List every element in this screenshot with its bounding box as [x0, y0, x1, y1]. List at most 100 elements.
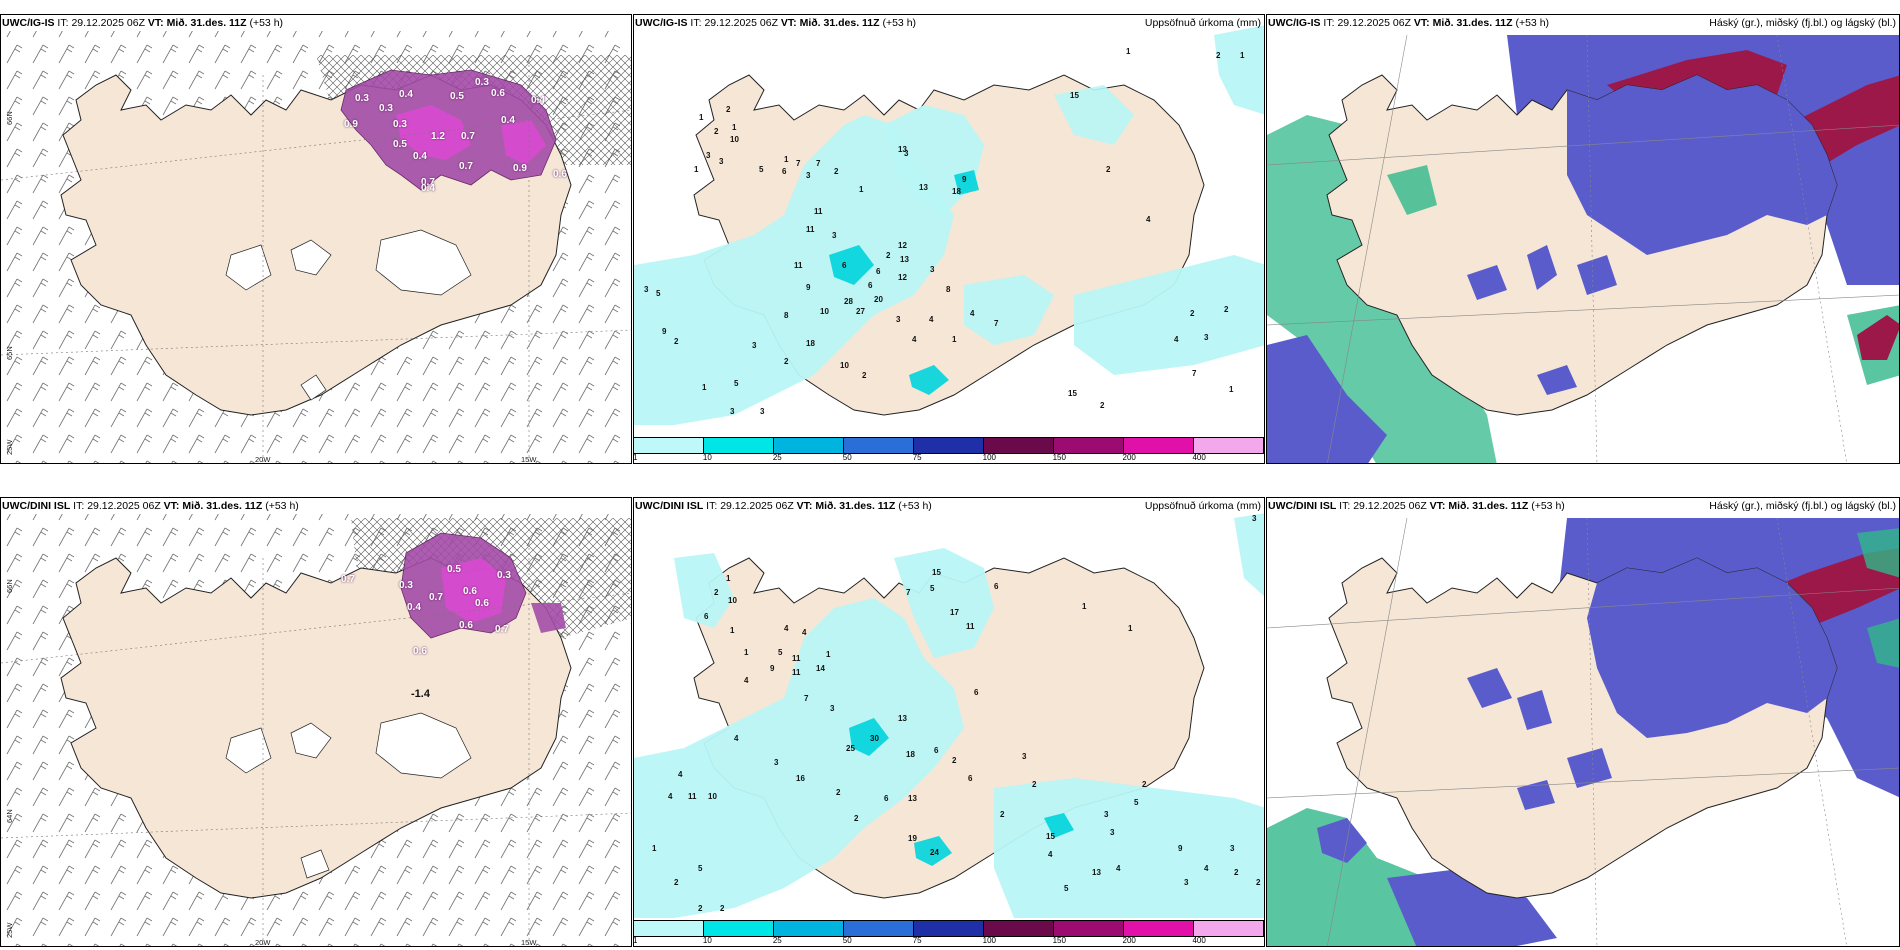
lon-label: 15W	[521, 455, 537, 464]
precip-value: 4	[1048, 850, 1053, 859]
precip-value: 5	[759, 165, 764, 174]
precip-value: 3	[896, 315, 901, 324]
legend-tick: 1	[633, 453, 638, 462]
wind-value: 0.3	[399, 580, 413, 591]
wind-value: 0.7	[421, 177, 435, 188]
precip-value: 1	[859, 185, 864, 194]
precip-field	[634, 598, 964, 918]
precip-value: 2	[1106, 165, 1111, 174]
precip-value: 13	[1092, 868, 1101, 877]
precip-value: 3	[774, 758, 779, 767]
precip-value: 2	[784, 357, 789, 366]
precip-value: 1	[826, 650, 831, 659]
precip-value: 4	[970, 309, 975, 318]
legend-tick: 200	[1122, 936, 1136, 945]
wind-value: 1.2	[431, 131, 445, 142]
precip-value: 3	[930, 265, 935, 274]
precip-value: 2	[1000, 810, 1005, 819]
legend-swatch	[704, 921, 774, 936]
precip-value: 2	[1234, 868, 1239, 877]
precip-value: 9	[1178, 844, 1183, 853]
legend-tick: 10	[702, 936, 712, 945]
precip-value: 3	[706, 151, 711, 160]
precip-value: 3	[830, 704, 835, 713]
wind-value: 0.6	[491, 88, 505, 99]
wind-value: 0.5	[450, 91, 464, 102]
precip-value: 1	[699, 113, 704, 122]
precip-value: 4	[1146, 215, 1151, 224]
precip-value: 12	[898, 241, 907, 250]
precip-value: 6	[974, 688, 979, 697]
wind-value: 0.7	[341, 574, 355, 585]
precip-value: 10	[820, 307, 829, 316]
wind-value: 0.7	[459, 161, 473, 172]
legend-colorbar	[634, 920, 1264, 937]
legend-swatch	[1124, 921, 1194, 936]
lon-label: 15W	[521, 938, 537, 947]
legend-swatch	[774, 921, 844, 936]
precip-value: 2	[698, 904, 703, 913]
precip-value: 6	[842, 261, 847, 270]
precip-value: 13	[908, 794, 917, 803]
precip-value: 4	[784, 624, 789, 633]
precip-value: 6	[704, 612, 709, 621]
precip-value: 11	[806, 225, 815, 234]
precip-value: 2	[862, 371, 867, 380]
precip-map	[634, 25, 1264, 425]
panel-dini-precip: UWC/DINI ISL IT: 29.12.2025 06Z VT: Mið.…	[633, 497, 1265, 947]
wind-value: 0.6	[475, 598, 489, 609]
precip-value: 1	[952, 335, 957, 344]
legend-tick: 25	[772, 453, 782, 462]
precip-value: 2	[854, 814, 859, 823]
precip-value: 3	[730, 407, 735, 416]
wind-value: 0.5	[447, 564, 461, 575]
precip-map	[634, 513, 1264, 918]
precip-value: 6	[968, 774, 973, 783]
wind-value: 0.6	[553, 169, 567, 180]
precip-value: 7	[906, 588, 911, 597]
wind-value: 0.3	[379, 103, 393, 114]
precip-value: 5	[734, 379, 739, 388]
wind-value: 0.6	[413, 646, 427, 657]
legend-tick: 1	[633, 936, 638, 945]
precip-value: 3	[806, 171, 811, 180]
wind-value: 0.9	[344, 119, 358, 130]
legend-swatch	[634, 921, 704, 936]
precip-value: 2	[714, 127, 719, 136]
precip-value: 9	[770, 664, 775, 673]
precip-value: 2	[836, 788, 841, 797]
wind-map	[1, 514, 631, 946]
lon-label: 20W	[255, 938, 271, 947]
precip-value: 4	[744, 676, 749, 685]
precip-value: 1	[694, 165, 699, 174]
lat-label: 25W	[5, 439, 14, 455]
precip-value: 1	[726, 574, 731, 583]
precip-value: 1	[1229, 385, 1234, 394]
lon-label: 20W	[255, 455, 271, 464]
legend-tick: 200	[1122, 453, 1136, 462]
precip-value: 4	[802, 628, 807, 637]
wind-value: 0.7	[429, 592, 443, 603]
legend-tick: 10	[702, 453, 712, 462]
legend-swatch	[1054, 438, 1124, 453]
precip-value: 4	[1204, 864, 1209, 873]
precip-value: 3	[1184, 878, 1189, 887]
wind-value: 0.9	[513, 163, 527, 174]
legend-tick: 100	[982, 453, 996, 462]
precip-value: 9	[662, 327, 667, 336]
precip-value: 8	[946, 285, 951, 294]
precip-value: 5	[1064, 884, 1069, 893]
panel-header: UWC/DINI ISL IT: 29.12.2025 06Z VT: Mið.…	[635, 500, 1261, 512]
precip-value: 11	[814, 207, 823, 216]
wind-value: 0.6	[463, 586, 477, 597]
panel-ig-precip: UWC/IG-IS IT: 29.12.2025 06Z VT: Mið. 31…	[633, 14, 1265, 464]
legend-tick: 150	[1052, 453, 1066, 462]
legend-tick: 25	[772, 936, 782, 945]
precip-value: 6	[934, 746, 939, 755]
precip-value: 4	[668, 792, 673, 801]
precip-value: 2	[952, 756, 957, 765]
precip-value: 30	[870, 734, 879, 743]
precip-value: 3	[644, 285, 649, 294]
wind-value: 0.3	[355, 93, 369, 104]
legend-swatch	[984, 438, 1054, 453]
